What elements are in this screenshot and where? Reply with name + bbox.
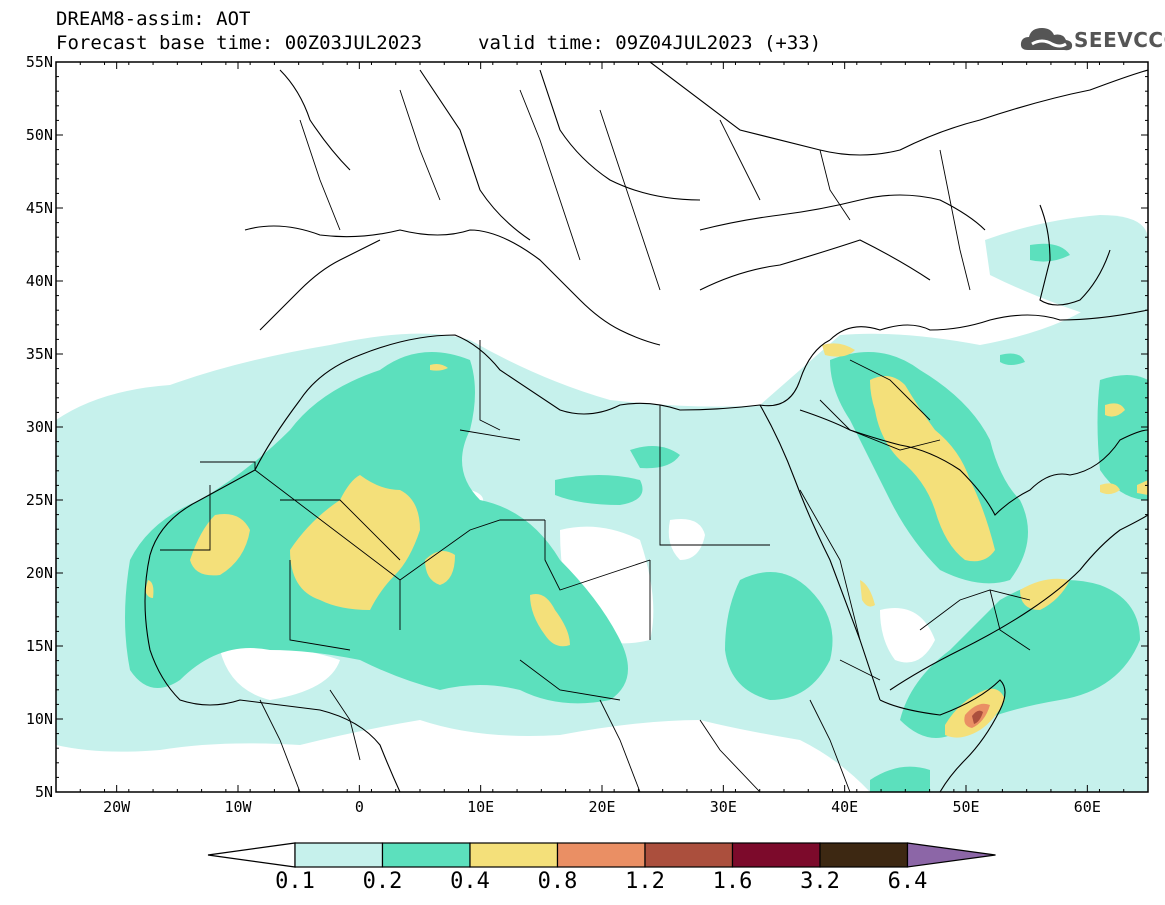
- country-borders: [160, 89, 1031, 792]
- colorbar-label: 1.6: [713, 869, 753, 894]
- coastlines: [144, 62, 1148, 792]
- colorbar-swatch: [644, 842, 734, 868]
- colorbar-label: 3.2: [800, 869, 840, 894]
- colorbar-swatch: [381, 842, 471, 868]
- lat-label: 25N: [26, 491, 53, 509]
- lat-label: 35N: [26, 345, 53, 363]
- forecast-base-time: Forecast base time: 00Z03JUL2023: [56, 32, 423, 54]
- lat-label: 15N: [26, 637, 53, 655]
- colorbar-label: 0.4: [450, 869, 490, 894]
- lat-label: 55N: [26, 53, 53, 71]
- aot-level-1-2: [972, 710, 983, 724]
- colorbar-label: 6.4: [888, 869, 928, 894]
- colorbar: [207, 842, 996, 868]
- lat-label: 20N: [26, 564, 53, 582]
- longitude-labels: 20W 10W 0 10E 20E 30E 40E 50E 60E: [103, 798, 1101, 816]
- aot-contours: [56, 62, 1148, 792]
- lat-label: 40N: [26, 272, 53, 290]
- colorbar-swatch: [819, 842, 909, 868]
- colorbar-swatch: [556, 842, 646, 868]
- colorbar-labels: 0.1 0.2 0.4 0.8 1.2 1.6 3.2 6.4: [275, 869, 927, 894]
- colorbar-label: 0.1: [275, 869, 315, 894]
- lon-label: 20E: [588, 798, 615, 816]
- cloud-logo-icon: [1020, 28, 1073, 51]
- colorbar-swatch: [294, 842, 384, 868]
- colorbar-swatch: [469, 842, 559, 868]
- lon-label: 10W: [224, 798, 252, 816]
- colorbar-label: 1.2: [625, 869, 665, 894]
- aot-level-0-4: [145, 343, 1148, 738]
- colorbar-label: 0.8: [538, 869, 578, 894]
- lon-label: 30E: [710, 798, 737, 816]
- lat-label: 5N: [35, 783, 53, 801]
- colorbar-min-arrow: [207, 842, 296, 868]
- colorbar-max-arrow: [906, 842, 996, 868]
- lat-label: 30N: [26, 418, 53, 436]
- lat-label: 10N: [26, 710, 53, 728]
- lon-label: 50E: [952, 798, 979, 816]
- latitude-ticks: [56, 61, 1148, 793]
- lon-label: 0: [355, 798, 364, 816]
- seevccc-logo: SEEVCCC: [1018, 22, 1165, 58]
- logo-text: SEEVCCC: [1074, 28, 1165, 52]
- lon-label: 20W: [103, 798, 131, 816]
- map-title: DREAM8-assim: AOT: [56, 8, 251, 30]
- lat-label: 50N: [26, 126, 53, 144]
- colorbar-label: 0.2: [363, 869, 403, 894]
- colorbar-swatch: [731, 842, 821, 868]
- lat-label: 45N: [26, 199, 53, 217]
- lon-label: 40E: [831, 798, 858, 816]
- valid-time: valid time: 09Z04JUL2023 (+33): [478, 32, 822, 54]
- latitude-labels: 55N 50N 45N 40N 35N 30N 25N 20N 15N 10N 5N: [26, 53, 53, 801]
- longitude-ticks: [55, 62, 1149, 792]
- lon-label: 60E: [1074, 798, 1101, 816]
- lon-label: 10E: [467, 798, 494, 816]
